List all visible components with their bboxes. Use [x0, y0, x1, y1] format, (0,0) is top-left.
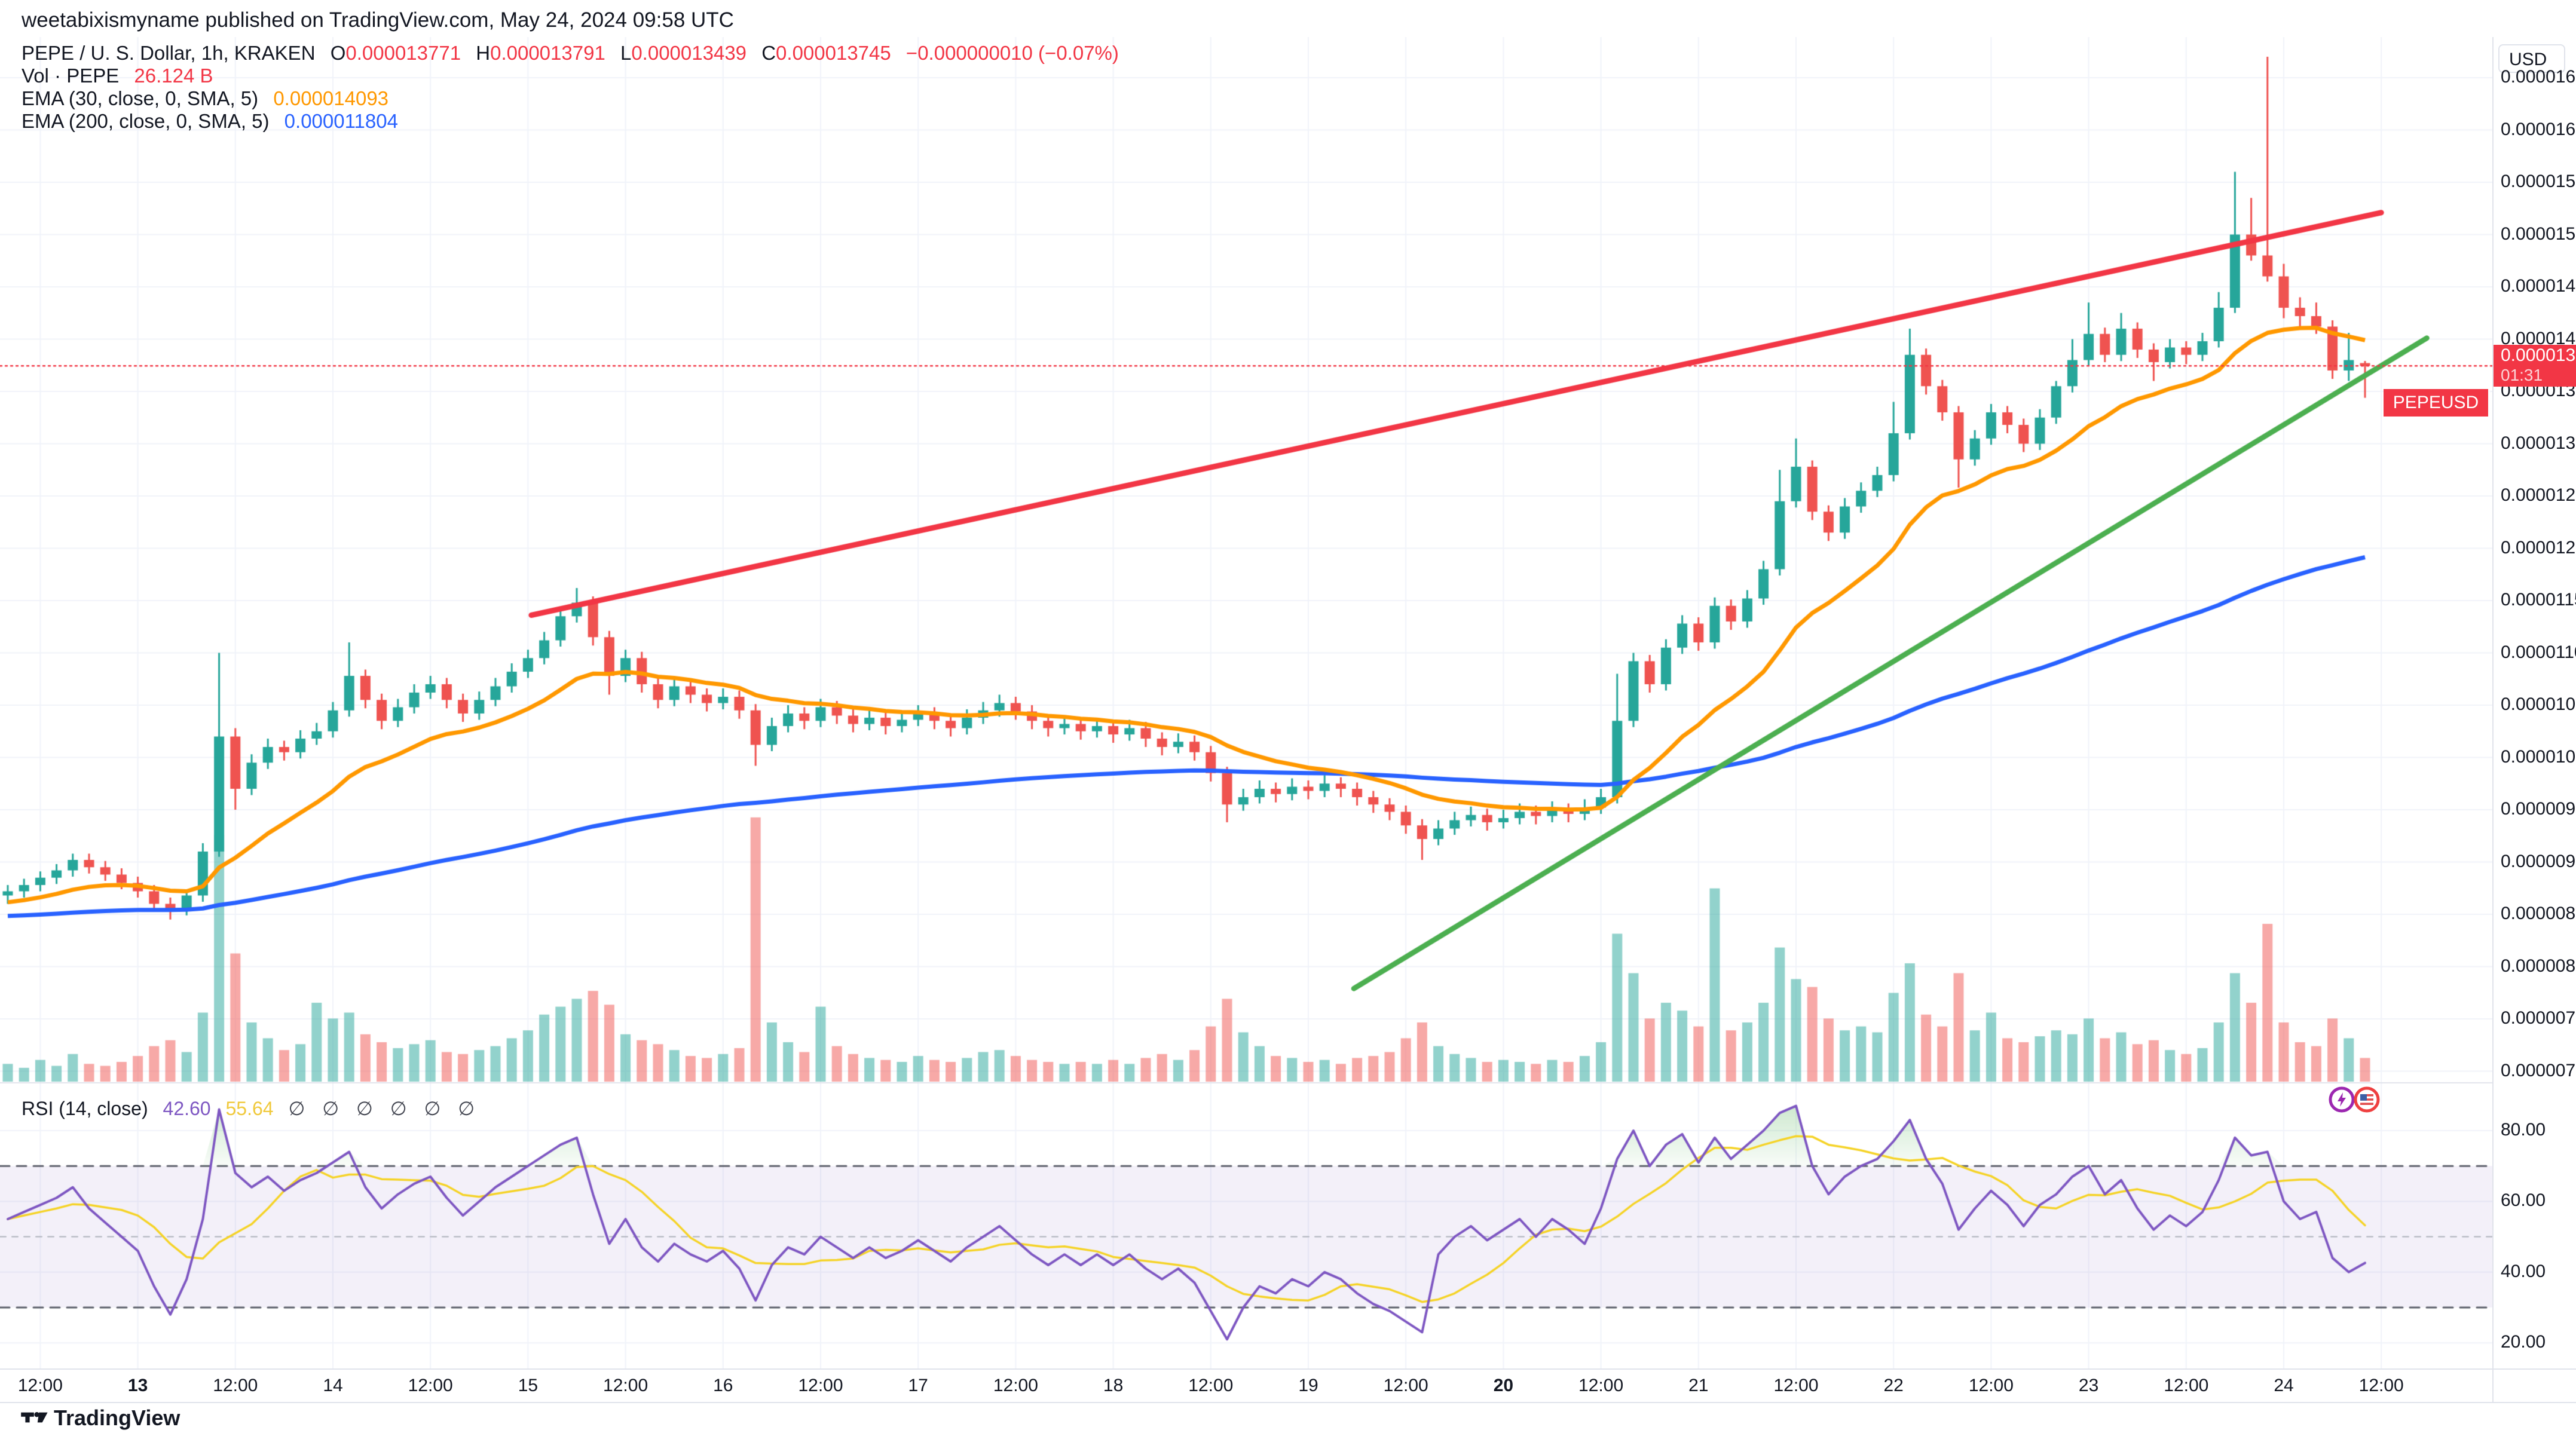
event-marker-us-flag[interactable] [2354, 1086, 2380, 1113]
time-tick: 12:00 [408, 1376, 453, 1395]
rsi-ma-value: 55.64 [225, 1098, 274, 1119]
price-axis[interactable]: USD 0.000013745 01:31 0.000016500 0.00001… [2492, 37, 2576, 1368]
time-tick: 23 [2078, 1376, 2099, 1395]
time-tick: 21 [1688, 1376, 1709, 1395]
rsi-label: RSI (14, close) [22, 1098, 148, 1119]
time-tick: 12:00 [17, 1376, 63, 1395]
time-tick: 12:00 [213, 1376, 258, 1395]
close-value: 0.000013745 [776, 42, 891, 64]
time-tick: 12:00 [1188, 1376, 1234, 1395]
high-label: H [476, 42, 491, 64]
time-tick: 22 [1883, 1376, 1904, 1395]
low-value: 0.000013439 [631, 42, 747, 64]
chart-canvas[interactable] [0, 37, 2492, 1368]
price-tick: 0.000013000 [2501, 433, 2576, 453]
main-legend: PEPE / U. S. Dollar, 1h, KRAKEN O0.00001… [22, 42, 1119, 133]
time-axis[interactable]: 12:00 13 12:00 14 12:00 15 12:00 16 12:00 17 12:00… [0, 1368, 2576, 1403]
price-tick: 0.000016000 [2501, 119, 2576, 139]
symbol-title: PEPE / U. S. Dollar, 1h, KRAKEN [22, 42, 316, 64]
time-tick: 12:00 [1578, 1376, 1624, 1395]
price-tick: 0.000007500 [2501, 1008, 2576, 1028]
ema-slow-label: EMA (200, close, 0, SMA, 5) [22, 110, 270, 132]
bar-countdown: 01:31 [2501, 366, 2543, 385]
event-marker-lightning[interactable] [2329, 1086, 2355, 1113]
rsi-legend[interactable]: RSI (14, close) 42.60 55.64 ∅ ∅ ∅ ∅ ∅ ∅ [22, 1097, 481, 1120]
close-label: C [761, 42, 776, 64]
time-tick: 12:00 [2358, 1376, 2404, 1395]
time-tick: 24 [2274, 1376, 2294, 1395]
time-tick: 12:00 [1383, 1376, 1428, 1395]
open-label: O [330, 42, 346, 64]
us-flag-icon [2360, 1094, 2373, 1105]
volume-value: 26.124 B [134, 65, 213, 87]
open-value: 0.000013771 [345, 42, 461, 64]
price-tick: 0.000016500 [2501, 67, 2576, 87]
price-tick: 0.000009500 [2501, 799, 2576, 819]
price-tick: 0.000015000 [2501, 223, 2576, 244]
price-tick: 0.000012500 [2501, 485, 2576, 505]
time-tick: 20 [1493, 1376, 1514, 1395]
current-price-value: 0.000013745 [2501, 345, 2576, 366]
time-tick: 12:00 [1773, 1376, 1819, 1395]
ema-slow-value: 0.000011804 [284, 110, 398, 132]
tradingview-logo-icon[interactable] [20, 1407, 49, 1428]
rsi-value: 42.60 [163, 1098, 211, 1119]
footer-bar: TradingView [0, 1402, 2576, 1433]
ema-fast-label: EMA (30, close, 0, SMA, 5) [22, 87, 259, 109]
price-tick: 0.000011500 [2501, 590, 2576, 610]
price-tick: 0.000015500 [2501, 172, 2576, 191]
price-tick: 0.000009000 [2501, 851, 2576, 871]
current-price-tag: 0.000013745 01:31 [2494, 345, 2576, 387]
volume-legend-row[interactable]: Vol · PEPE 26.124 B [22, 65, 1119, 87]
rsi-empty-values: ∅ ∅ ∅ ∅ ∅ ∅ [288, 1098, 481, 1119]
price-tick: 0.000008500 [2501, 904, 2576, 923]
published-caption: weetabixismyname published on TradingVie… [22, 8, 734, 32]
price-tick: 0.000011000 [2501, 642, 2576, 662]
currency-usd-button[interactable]: USD [2498, 44, 2565, 73]
high-value: 0.000013791 [490, 42, 605, 64]
low-label: L [620, 42, 632, 64]
lightning-icon [2338, 1092, 2346, 1107]
time-tick: 18 [1103, 1376, 1124, 1395]
symbol-legend-row[interactable]: PEPE / U. S. Dollar, 1h, KRAKEN O0.00001… [22, 42, 1119, 65]
rsi-tick: 60.00 [2501, 1190, 2546, 1211]
price-tick: 0.000014000 [2501, 328, 2576, 348]
price-tick: 0.000010500 [2501, 694, 2576, 714]
time-tick: 12:00 [993, 1376, 1038, 1395]
price-tick: 0.000007000 [2501, 1060, 2576, 1080]
change-value: −0.000000010 (−0.07%) [905, 42, 1119, 64]
rsi-tick: 80.00 [2501, 1120, 2546, 1140]
chart-region[interactable]: PEPE / U. S. Dollar, 1h, KRAKEN O0.00001… [0, 37, 2492, 1368]
time-tick: 13 [127, 1376, 148, 1395]
price-tick: 0.000012000 [2501, 537, 2576, 558]
symbol-price-tag: PEPEUSD [2384, 389, 2490, 417]
price-tick: 0.000008000 [2501, 956, 2576, 976]
tradingview-brand[interactable]: TradingView [54, 1406, 180, 1430]
time-tick: 15 [518, 1376, 539, 1395]
price-tick: 0.000014500 [2501, 276, 2576, 296]
rsi-tick: 20.00 [2501, 1332, 2546, 1352]
time-tick: 19 [1298, 1376, 1318, 1395]
ema-fast-legend-row[interactable]: EMA (30, close, 0, SMA, 5) 0.000014093 [22, 87, 1119, 110]
time-tick: 12:00 [1968, 1376, 2014, 1395]
time-axis-corner [2492, 1370, 2576, 1403]
time-tick: 12:00 [603, 1376, 648, 1395]
time-tick: 16 [713, 1376, 733, 1395]
ema-slow-legend-row[interactable]: EMA (200, close, 0, SMA, 5) 0.000011804 [22, 110, 1119, 133]
time-tick: 12:00 [2164, 1376, 2209, 1395]
volume-label: Vol · PEPE [22, 65, 120, 87]
time-tick: 14 [323, 1376, 343, 1395]
price-tick: 0.000010000 [2501, 746, 2576, 767]
ema-fast-value: 0.000014093 [273, 87, 389, 109]
time-tick: 17 [908, 1376, 928, 1395]
time-tick: 12:00 [798, 1376, 843, 1395]
rsi-tick: 40.00 [2501, 1261, 2546, 1281]
